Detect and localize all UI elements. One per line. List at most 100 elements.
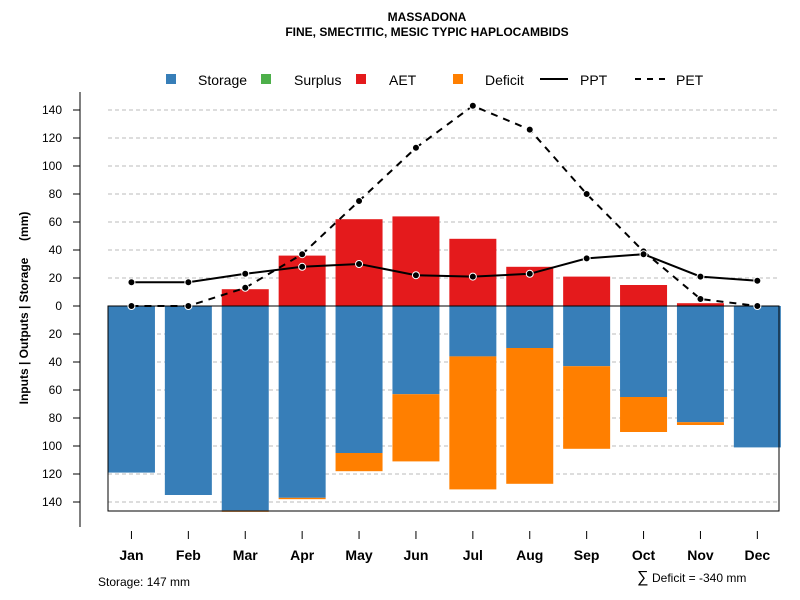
sum-icon: ∑ — [637, 569, 648, 586]
aet-bar — [221, 289, 269, 306]
legend-surplus-swatch — [261, 74, 271, 84]
pet-point — [127, 302, 136, 310]
deficit-bar — [620, 397, 668, 432]
storage-bar — [278, 306, 326, 498]
pet-point — [355, 197, 364, 205]
storage-bar — [221, 306, 269, 511]
legend-deficit-swatch — [453, 74, 463, 84]
storage-bar — [563, 306, 611, 367]
deficit-footnote: Deficit = -340 mm — [652, 571, 746, 585]
series-lines — [127, 101, 762, 310]
legend-surplus-label: Surplus — [294, 72, 341, 88]
y-tick-label: 0 — [55, 299, 62, 313]
storage-bar — [620, 306, 668, 397]
y-tick-label: 100 — [42, 439, 62, 453]
storage-bar — [506, 306, 554, 348]
x-tick-label: Dec — [745, 547, 771, 563]
y-tick-label: 120 — [42, 131, 62, 145]
y-tick-label: 140 — [42, 103, 62, 117]
ppt-point — [639, 250, 648, 259]
ppt-point — [582, 254, 591, 263]
deficit-bar — [676, 422, 724, 425]
pet-line — [131, 104, 758, 307]
ppt-point — [468, 272, 477, 281]
pet-point — [411, 143, 420, 152]
pet-point — [696, 295, 705, 303]
y-tick-label: 40 — [49, 243, 63, 257]
x-tick-label: Nov — [687, 547, 714, 563]
legend-pet-label: PET — [676, 72, 704, 88]
y-axis: 140 120 100 80 60 40 20 0 20 40 60 80 100 120 140 — [42, 92, 81, 527]
legend-ppt-label: PPT — [580, 72, 608, 88]
aet-bar — [620, 285, 668, 306]
deficit-bar — [392, 394, 440, 462]
aet-bar — [676, 303, 724, 306]
x-tick-label: Jul — [463, 547, 483, 563]
x-tick-label: Jun — [404, 547, 429, 563]
storage-bar — [164, 306, 212, 495]
bars — [107, 216, 781, 512]
pet-point — [241, 283, 250, 292]
y-tick-label: 60 — [49, 383, 63, 397]
y-tick-label: 20 — [49, 271, 63, 285]
storage-footnote: Storage: 147 mm — [98, 575, 190, 589]
chart-subtitle: FINE, SMECTITIC, MESIC TYPIC HAPLOCAMBID… — [285, 25, 568, 39]
pet-point — [298, 250, 307, 259]
x-tick-label: May — [345, 547, 372, 563]
storage-bar — [335, 306, 383, 453]
x-tick-label: Oct — [632, 547, 656, 563]
ppt-line — [131, 253, 758, 284]
pet-point — [525, 125, 534, 134]
ppt-point — [127, 278, 136, 287]
storage-bar — [733, 306, 781, 448]
legend-storage-label: Storage — [198, 72, 247, 88]
pet-point — [468, 101, 477, 110]
deficit-bar — [563, 366, 611, 449]
y-tick-label: 80 — [49, 187, 63, 201]
aet-bar — [392, 216, 440, 306]
y-tick-label: 100 — [42, 159, 62, 173]
ppt-point — [241, 269, 250, 278]
ppt-point — [298, 262, 307, 271]
y-tick-label: 20 — [49, 327, 63, 341]
deficit-bar — [506, 348, 554, 484]
pet-point — [753, 302, 762, 310]
legend-deficit-label: Deficit — [485, 72, 524, 88]
storage-bar — [676, 306, 724, 423]
x-tick-label: Jan — [119, 547, 143, 563]
x-tick-label: Mar — [233, 547, 258, 563]
y-tick-label: 40 — [49, 355, 63, 369]
x-tick-label: Aug — [516, 547, 543, 563]
pet-point — [184, 302, 193, 310]
x-axis: Jan Feb Mar Apr May Jun Jul Aug Sep Oct Nov Dec — [119, 531, 770, 563]
y-tick-label: 140 — [42, 495, 62, 509]
ppt-point — [184, 278, 193, 287]
chart-title: MASSADONA — [388, 10, 467, 24]
legend-aet-label: AET — [389, 72, 417, 88]
storage-bar — [449, 306, 497, 357]
aet-bar — [449, 238, 497, 306]
legend-storage-swatch — [166, 74, 176, 84]
y-tick-label: 80 — [49, 411, 63, 425]
ppt-point — [753, 276, 762, 285]
deficit-bar — [449, 356, 497, 490]
ppt-point — [525, 269, 534, 278]
x-tick-label: Feb — [176, 547, 201, 563]
legend-aet-swatch — [356, 74, 366, 84]
ppt-point — [355, 260, 364, 268]
aet-bar — [563, 276, 611, 306]
pet-point — [582, 190, 591, 198]
ppt-point — [696, 272, 705, 281]
deficit-bar — [335, 453, 383, 472]
storage-bar — [107, 306, 155, 473]
ppt-point — [411, 271, 420, 280]
y-tick-label: 60 — [49, 215, 63, 229]
x-tick-label: Apr — [290, 547, 315, 563]
y-tick-label: 120 — [42, 467, 62, 481]
y-axis-label: Inputs | Outputs | Storage (mm) — [17, 212, 31, 405]
deficit-bar — [278, 497, 326, 500]
storage-bar — [392, 306, 440, 395]
legend: Storage Surplus AET Deficit PPT PET — [166, 72, 704, 88]
x-tick-label: Sep — [574, 547, 600, 563]
